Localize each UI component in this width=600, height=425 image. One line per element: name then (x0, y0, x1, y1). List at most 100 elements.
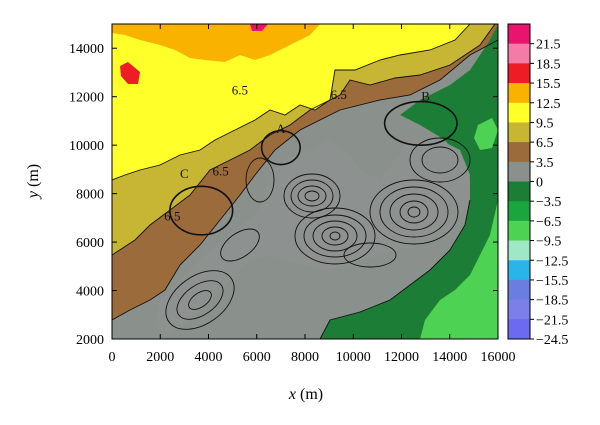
plot-area (112, 24, 498, 339)
region-circle-a (260, 129, 301, 166)
y-tick-label: 14000 (69, 42, 104, 57)
contour-ring (304, 190, 320, 202)
contour-ring (165, 270, 235, 330)
colorbar: 21.5 18.5 15.5 12.5 9.5 6.5 3.5 0 −3.5 −6.5 −9.5 −1… (507, 23, 568, 348)
x-tick-label: 12000 (384, 350, 419, 365)
y-tick-label: 4000 (76, 285, 104, 300)
colorbar-swatch (508, 279, 530, 301)
field-red-spot (120, 62, 140, 84)
colorbar-tick-label: −3.5 (536, 195, 561, 210)
y-tick-label: 12000 (69, 91, 104, 106)
x-tick-label: 4000 (195, 350, 223, 365)
colorbar-tick-label: 21.5 (536, 38, 561, 53)
region-circle-b (383, 100, 458, 146)
x-axis: 0 2000 4000 6000 8000 10000 12000 14000 16000 (109, 24, 516, 365)
contour-ring (176, 280, 224, 320)
region-circle-c (169, 185, 234, 236)
colorbar-swatch (508, 161, 530, 182)
contour-ring (321, 226, 349, 246)
colorbar-swatch (508, 83, 530, 104)
colorbar-swatch (508, 122, 530, 143)
contour-ring (399, 200, 429, 224)
region-circles (169, 100, 458, 236)
colorbar-swatch (508, 181, 530, 202)
annotation-label: 6.5 (212, 163, 228, 178)
x-tick-label: 14000 (432, 350, 467, 365)
colorbar-swatch (508, 319, 530, 340)
annotation-label: 6.5 (164, 208, 180, 223)
contour-ring (343, 242, 397, 268)
contour-line (112, 39, 498, 321)
colorbar-swatch (508, 102, 530, 123)
colorbar-swatch (508, 201, 530, 222)
y-tick-label: 6000 (76, 236, 104, 251)
colorbar-tick-label: −15.5 (536, 274, 568, 289)
colorbar-tick-label: 3.5 (536, 156, 554, 171)
contour-ring (283, 173, 341, 219)
contour-ring (389, 193, 439, 231)
colorbar-swatch (508, 142, 530, 163)
y-axis: 2000 4000 6000 8000 10000 12000 14000 (69, 42, 498, 348)
field-green-region (420, 200, 498, 339)
contour-line (112, 24, 471, 181)
colorbar-tick-label: −6.5 (536, 215, 561, 230)
colorbar-tick-label: 0 (536, 176, 543, 191)
contour-ring (379, 186, 449, 238)
field-yellow-region (112, 24, 470, 180)
contour-ring (297, 185, 327, 207)
field-orange-region (112, 24, 320, 62)
field-green-spot (474, 118, 498, 150)
colorbar-tick-label: 6.5 (536, 136, 554, 151)
x-tick-label: 0 (109, 350, 116, 365)
colorbar-swatch (508, 63, 530, 84)
contour-ring (220, 228, 260, 262)
colorbar-tick-label: 18.5 (536, 57, 561, 72)
field-darkgreen-region (320, 24, 498, 339)
colorbar-swatch (508, 240, 530, 261)
y-tick-label: 8000 (76, 188, 104, 203)
colorbar-swatch (508, 299, 530, 320)
x-tick-label: 10000 (336, 350, 371, 365)
annotations: A B C 6.5 6.5 6.5 6.5 (164, 82, 430, 223)
contour-ring (303, 214, 367, 258)
y-axis-label: y (m) (25, 164, 42, 200)
colorbar-tick-label: −24.5 (536, 333, 568, 348)
x-axis-var: x (288, 386, 296, 403)
field-pink-spot (250, 24, 268, 31)
contour-ring (294, 207, 376, 265)
annotation-label: B (421, 88, 430, 103)
x-tick-label: 2000 (146, 350, 174, 365)
y-axis-var: y (25, 190, 42, 200)
contour-ring (407, 206, 421, 218)
y-axis-unit: (m) (25, 164, 42, 187)
field-mountain-region (155, 140, 470, 335)
x-axis-unit: (m) (300, 386, 323, 403)
annotation-label: 6.5 (331, 87, 347, 102)
annotation-label: 6.5 (232, 82, 248, 97)
colorbar-tick-label: −21.5 (536, 313, 568, 328)
contour-ring (421, 146, 459, 174)
colorbar-tick-label: 9.5 (536, 116, 554, 131)
colorbar-tick-label: −9.5 (536, 235, 561, 250)
contour-line (319, 199, 471, 339)
contour-ring (290, 179, 334, 213)
colorbar-swatch (508, 43, 530, 64)
colorbar-tick-label: 15.5 (536, 77, 561, 92)
x-tick-label: 8000 (291, 350, 319, 365)
contour-ring (312, 220, 358, 252)
contour-ring (369, 179, 459, 245)
annotation-label: C (180, 166, 189, 181)
y-tick-label: 2000 (76, 333, 104, 348)
annotation-label: A (276, 121, 286, 136)
x-axis-label: x (m) (288, 386, 323, 403)
y-tick-label: 10000 (69, 139, 104, 154)
colorbar-swatch (508, 220, 530, 241)
colorbar-swatch (508, 24, 530, 45)
colorbar-tick-label: −12.5 (536, 254, 568, 269)
colorbar-tick-label: −18.5 (536, 294, 568, 309)
contour-ring (245, 157, 275, 203)
colorbar-swatch (508, 260, 530, 281)
contour-ring (409, 137, 471, 183)
contour-ring (329, 231, 341, 241)
